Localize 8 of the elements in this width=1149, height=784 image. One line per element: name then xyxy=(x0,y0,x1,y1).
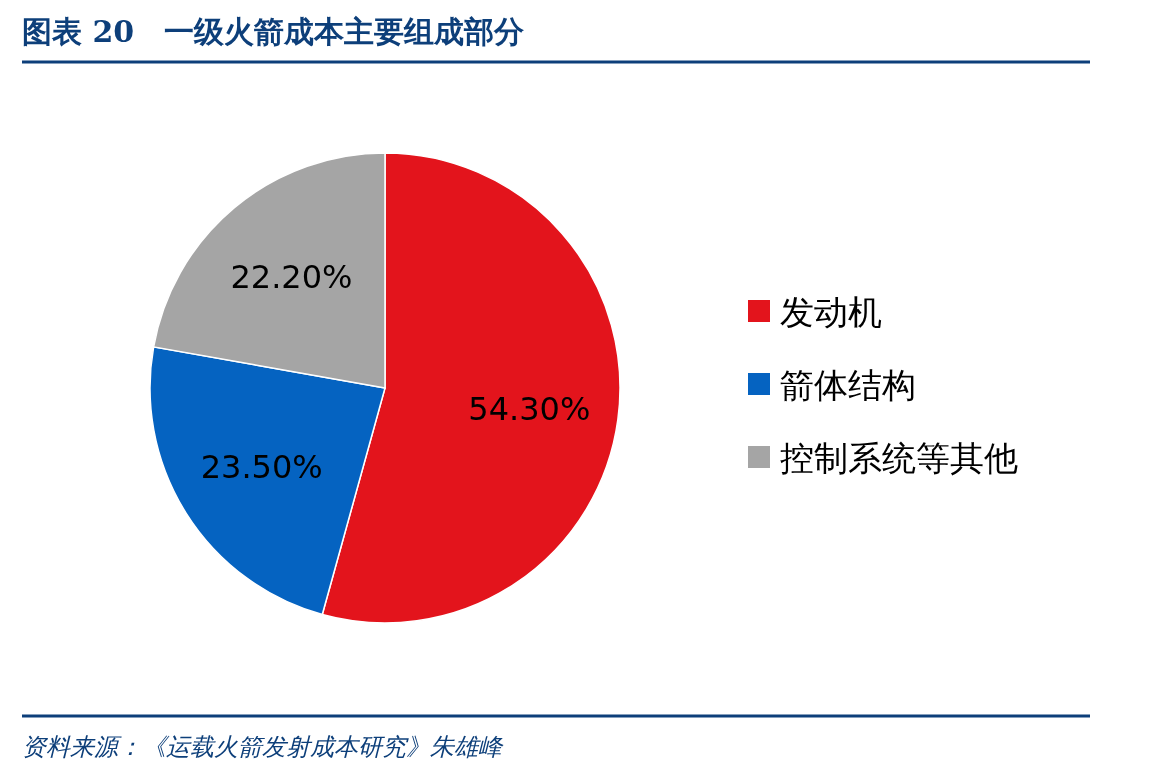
data-label: 22.20% xyxy=(230,258,353,297)
legend-label: 发动机 xyxy=(780,292,882,332)
chart-title: 图表 20 一级火箭成本主要组成部分 xyxy=(22,14,525,49)
text: 资料来源：《运载火箭发射成本研究》朱雄峰 xyxy=(22,733,504,761)
data-label: 54.30% xyxy=(468,389,591,428)
legend-label: 箭体结构 xyxy=(780,365,916,405)
legend-label: 控制系统等其他 xyxy=(780,438,1018,478)
data-label: 23.50% xyxy=(200,447,323,486)
